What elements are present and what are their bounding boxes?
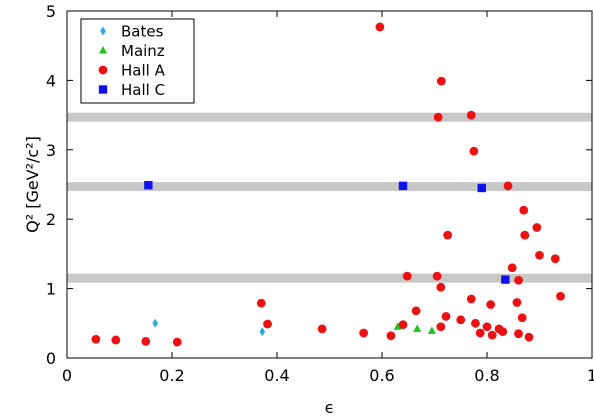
legend-marker-hall-c bbox=[98, 85, 108, 94]
y-tick-label: 2 bbox=[46, 210, 56, 229]
x-axis-ticks: 0 0.2 0.4 0.6 0.8 1 bbox=[62, 11, 594, 385]
legend-label-bates: Bates bbox=[121, 23, 164, 41]
hall-a-point bbox=[436, 322, 446, 332]
hall-a-point bbox=[550, 254, 560, 264]
hall-a-point bbox=[456, 315, 466, 325]
hall-a-point bbox=[433, 112, 443, 122]
hall-a-point bbox=[487, 330, 497, 340]
hall-a-point bbox=[514, 329, 523, 339]
hall-a-point bbox=[512, 298, 522, 307]
mainz-point bbox=[427, 326, 436, 334]
hall-a-point bbox=[441, 311, 451, 321]
hall-a-point bbox=[471, 318, 480, 328]
mainz-point bbox=[393, 322, 402, 330]
mainz-point bbox=[413, 324, 422, 332]
legend-label-hall-a: Hall A bbox=[121, 62, 166, 80]
legend-marker-mainz bbox=[99, 46, 107, 54]
y-tick-label: 0 bbox=[46, 349, 56, 368]
hall-a-point bbox=[398, 320, 408, 330]
hall-a-point bbox=[466, 294, 476, 304]
hall-a-point bbox=[503, 181, 513, 191]
hall-a-point bbox=[172, 337, 182, 347]
hall-a-point bbox=[91, 334, 101, 344]
data-points bbox=[91, 22, 565, 347]
reference-band bbox=[67, 112, 592, 122]
bates-point bbox=[259, 327, 266, 337]
y-tick-label: 4 bbox=[46, 71, 56, 90]
hall-a-point bbox=[436, 282, 446, 292]
hall-a-point bbox=[524, 332, 534, 342]
hall-a-point bbox=[432, 271, 442, 281]
x-tick-label: 0.6 bbox=[369, 366, 394, 385]
x-tick-label: 0.2 bbox=[159, 366, 184, 385]
hall-a-point bbox=[359, 328, 369, 338]
x-tick-label: 0.4 bbox=[264, 366, 289, 385]
legend-marker-hall-a bbox=[98, 65, 108, 75]
hall-a-point bbox=[256, 298, 266, 308]
x-tick-label: 0.8 bbox=[474, 366, 499, 385]
hall-a-point bbox=[514, 275, 523, 285]
bates-point bbox=[152, 318, 158, 328]
x-tick-label: 1 bbox=[587, 366, 594, 385]
y-axis-title: Q² [GeV²/c²] bbox=[23, 136, 42, 233]
hall-a-point bbox=[386, 331, 396, 341]
hall-a-point bbox=[443, 230, 453, 240]
hall-a-point bbox=[486, 300, 496, 309]
y-tick-label: 5 bbox=[46, 2, 56, 21]
hall-a-point bbox=[466, 110, 476, 120]
hall-a-point bbox=[482, 322, 492, 332]
hall-a-point bbox=[519, 205, 529, 215]
hall-a-point bbox=[535, 250, 544, 260]
reference-bands bbox=[67, 112, 592, 283]
legend-label-hall-c: Hall C bbox=[121, 81, 165, 99]
y-tick-label: 3 bbox=[46, 141, 56, 160]
hall-c-point bbox=[398, 181, 408, 191]
hall-a-point bbox=[111, 335, 121, 345]
hall-a-point bbox=[475, 328, 485, 338]
hall-c-point bbox=[477, 183, 486, 193]
reference-band bbox=[67, 273, 592, 283]
hall-a-point bbox=[469, 146, 479, 156]
hall-a-point bbox=[532, 223, 542, 232]
reference-band bbox=[67, 182, 592, 192]
hall-a-point bbox=[556, 291, 565, 301]
x-tick-label: 0 bbox=[62, 366, 72, 385]
hall-a-point bbox=[517, 313, 527, 323]
hall-a-point bbox=[402, 271, 412, 281]
hall-a-point bbox=[263, 319, 272, 329]
hall-a-point bbox=[375, 22, 385, 32]
hall-a-point bbox=[317, 324, 327, 334]
y-tick-label: 1 bbox=[46, 280, 56, 299]
hall-a-point bbox=[141, 336, 151, 346]
plot-frame bbox=[66, 10, 593, 359]
hall-a-point bbox=[507, 263, 517, 273]
hall-a-point bbox=[411, 306, 421, 316]
hall-a-point bbox=[498, 327, 508, 337]
y-axis-ticks: 0 1 2 3 4 5 bbox=[46, 2, 592, 368]
hall-c-point bbox=[144, 180, 153, 190]
legend-marker-bates bbox=[100, 26, 106, 36]
hall-c-point bbox=[501, 275, 510, 284]
hall-a-point bbox=[520, 230, 530, 240]
legend-label-mainz: Mainz bbox=[121, 42, 165, 60]
x-axis-title: ϵ bbox=[325, 398, 335, 417]
hall-a-point bbox=[436, 76, 446, 86]
